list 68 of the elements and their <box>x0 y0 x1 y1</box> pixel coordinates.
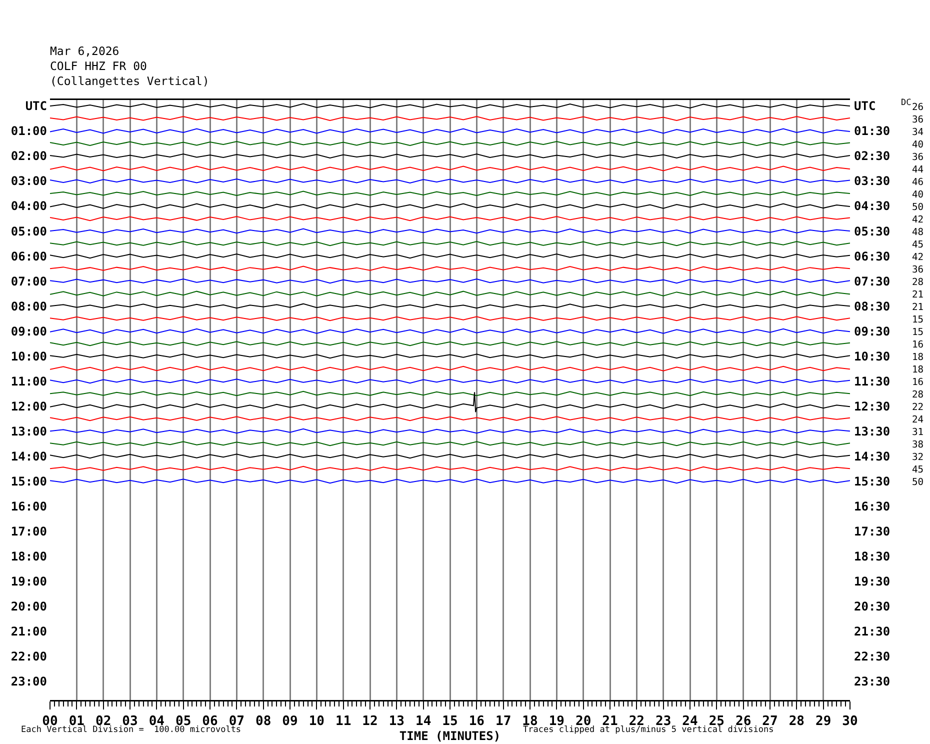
y2-tick-label: 20:30 <box>854 599 890 614</box>
y2-tick-label: 23:30 <box>854 674 890 688</box>
y-tick-label: 12:00 <box>10 399 47 414</box>
x-tick-label: 13 <box>388 714 404 730</box>
y-tick-label: 09:00 <box>10 324 47 338</box>
line-series <box>50 392 850 413</box>
chart-title: Mar 6,2026 <box>50 44 120 58</box>
y-tick-label: 20:00 <box>10 599 47 614</box>
x-tick-label: 15 <box>442 714 458 730</box>
text: DC <box>901 98 912 108</box>
y2-tick-label: 16:30 <box>854 499 890 514</box>
x-tick-label: 30 <box>842 714 858 730</box>
x-tick-label: 11 <box>336 714 352 730</box>
y-tick-label: 18:00 <box>10 549 47 564</box>
y-tick-label: 21:00 <box>10 624 47 638</box>
y-tick-label: 13:00 <box>10 424 47 438</box>
y-tick-label: UTC <box>25 99 47 114</box>
y-tick-label: 19:00 <box>10 574 47 588</box>
y-tick-label: 07:00 <box>10 274 47 288</box>
text: 26 36 34 40 36 44 46 40 50 42 48 45 42 36 28 21 21 15 15 16 18 18 16 28 22 24 31 38 32 45 50 <box>912 102 924 488</box>
y2-tick-label: 11:30 <box>854 374 890 388</box>
y2-tick-label: 01:30 <box>854 124 890 138</box>
y2-tick-label: 13:30 <box>854 424 890 438</box>
y2-tick-label: 09:30 <box>854 324 890 338</box>
y-tick-label: 08:00 <box>10 299 47 314</box>
y-tick-label: 06:00 <box>10 249 47 264</box>
y-tick-label: 04:00 <box>10 199 47 214</box>
x-tick-label: 29 <box>816 714 832 730</box>
y2-tick-label: 08:30 <box>854 299 890 314</box>
y2-tick-label: 03:30 <box>854 174 890 188</box>
chart-subtitle: COLF HHZ FR 00 (Collangettes Vertical) <box>50 58 210 88</box>
x-tick-label: 10 <box>308 714 325 730</box>
y2-tick-label: 15:30 <box>854 474 890 488</box>
y2-tick-label: 12:30 <box>854 399 890 414</box>
text: Each Vertical Division = 100.00 microvolts <box>21 725 242 735</box>
x-axis-title: TIME (MINUTES) <box>399 729 501 744</box>
y2-tick-label: 06:30 <box>854 249 890 264</box>
y2-tick-label: 10:30 <box>854 349 890 364</box>
y2-tick-label: 14:30 <box>854 449 890 464</box>
y2-tick-label: 07:30 <box>854 274 890 288</box>
y-tick-label: 05:00 <box>10 224 47 238</box>
y2-tick-label: 21:30 <box>854 624 890 638</box>
y-tick-label: 15:00 <box>10 474 47 488</box>
y-tick-label: 03:00 <box>10 174 47 188</box>
x-tick-label: 09 <box>282 714 298 730</box>
y-tick-label: 23:00 <box>10 674 47 688</box>
y-tick-label: 22:00 <box>10 649 47 664</box>
y2-tick-label: 04:30 <box>854 199 890 214</box>
y-tick-label: 17:00 <box>10 524 47 538</box>
x-tick-label: 08 <box>256 714 272 730</box>
y2-tick-label: 18:30 <box>854 549 890 564</box>
y2-tick-label: 22:30 <box>854 649 890 664</box>
x-tick-label: 12 <box>362 714 378 730</box>
y-tick-label: 10:00 <box>10 349 47 364</box>
x-tick-label: 16 <box>468 714 485 730</box>
y2-tick-label: 17:30 <box>854 524 890 538</box>
x-tick-label: 17 <box>496 714 512 730</box>
y2-tick-label: 19:30 <box>854 574 890 588</box>
x-tick-label: 28 <box>788 714 805 730</box>
y-tick-label: 02:00 <box>10 149 47 164</box>
y-tick-label: 11:00 <box>10 374 47 388</box>
y-tick-label: 14:00 <box>10 449 47 464</box>
x-tick-label: 14 <box>416 714 432 730</box>
y2-tick-label: UTC <box>854 99 876 114</box>
y2-tick-label: 05:30 <box>854 224 890 238</box>
y2-tick-label: 02:30 <box>854 149 890 164</box>
y-tick-label: 01:00 <box>10 124 47 138</box>
y-tick-label: 16:00 <box>10 499 47 514</box>
